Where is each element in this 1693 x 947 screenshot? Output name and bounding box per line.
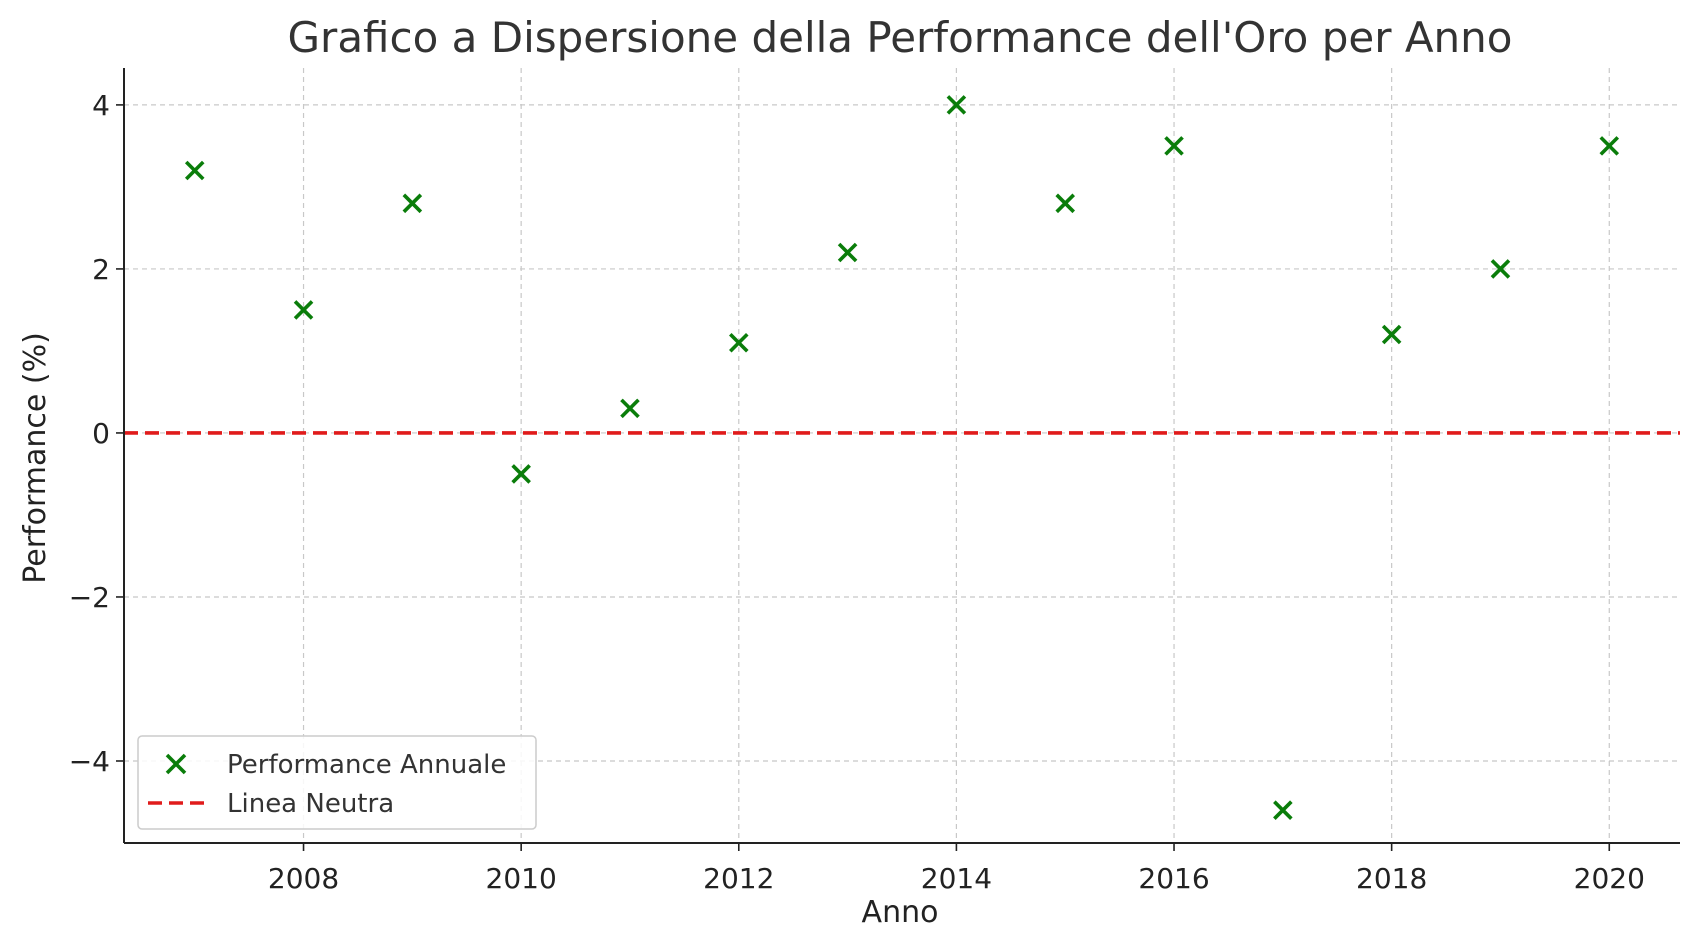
x-tick-label: 2014 (921, 862, 992, 895)
data-point-marker (837, 242, 858, 263)
grid (124, 68, 1680, 843)
y-tick-label: 4 (92, 89, 110, 122)
data-point-marker (1490, 259, 1511, 279)
data-points (184, 95, 1620, 820)
legend-marker-icon (165, 753, 187, 775)
x-tick-label: 2008 (268, 862, 339, 895)
y-tick-label: 0 (92, 417, 110, 450)
x-tick-label: 2010 (486, 862, 557, 895)
legend-label-reference: Linea Neutra (227, 789, 394, 819)
x-tick-label: 2020 (1574, 862, 1645, 895)
y-tick-label: −4 (69, 745, 110, 778)
legend: Performance Annuale Linea Neutra (137, 735, 537, 830)
data-point-marker (402, 193, 423, 214)
data-point-marker (946, 95, 967, 115)
y-axis-label: Performance (%) (18, 332, 53, 584)
data-point-marker (620, 398, 640, 419)
data-point-marker (729, 332, 749, 353)
data-point-marker (1055, 193, 1075, 214)
ticks: 2008 2010 2012 2014 2016 2018 2020 −4 −2 0 2 4 (69, 89, 1645, 895)
data-point-marker (293, 300, 314, 320)
x-axis-label: Anno (862, 895, 939, 930)
x-tick-label: 2012 (703, 862, 774, 895)
x-tick-label: 2016 (1138, 862, 1209, 895)
y-tick-label: 2 (92, 253, 110, 286)
data-point-marker (1164, 136, 1184, 156)
axes (123, 68, 1680, 844)
data-point-marker (1381, 324, 1402, 345)
legend-label-scatter: Performance Annuale (227, 750, 506, 780)
data-point-marker (184, 160, 205, 181)
data-point-marker (511, 464, 531, 484)
x-tick-label: 2018 (1356, 862, 1427, 895)
legend-box (137, 735, 537, 830)
data-point-marker (1599, 136, 1620, 156)
y-tick-label: −2 (69, 581, 110, 614)
chart-title: Grafico a Dispersione della Performance … (288, 13, 1513, 62)
data-point-marker (1273, 800, 1293, 820)
